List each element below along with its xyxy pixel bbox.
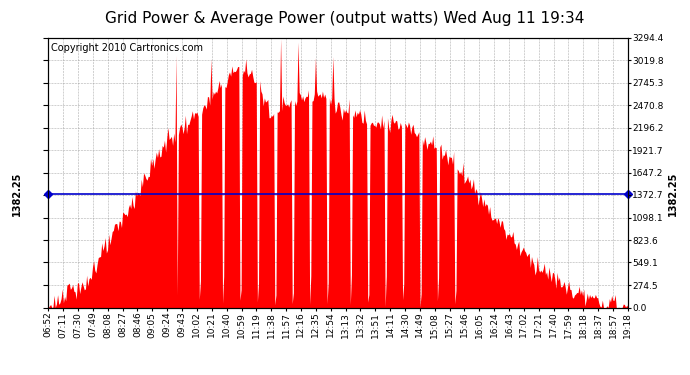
Text: 1382.25: 1382.25 <box>668 172 678 216</box>
Text: Copyright 2010 Cartronics.com: Copyright 2010 Cartronics.com <box>51 43 203 53</box>
Text: 1382.25: 1382.25 <box>12 172 22 216</box>
Text: Grid Power & Average Power (output watts) Wed Aug 11 19:34: Grid Power & Average Power (output watts… <box>106 11 584 26</box>
